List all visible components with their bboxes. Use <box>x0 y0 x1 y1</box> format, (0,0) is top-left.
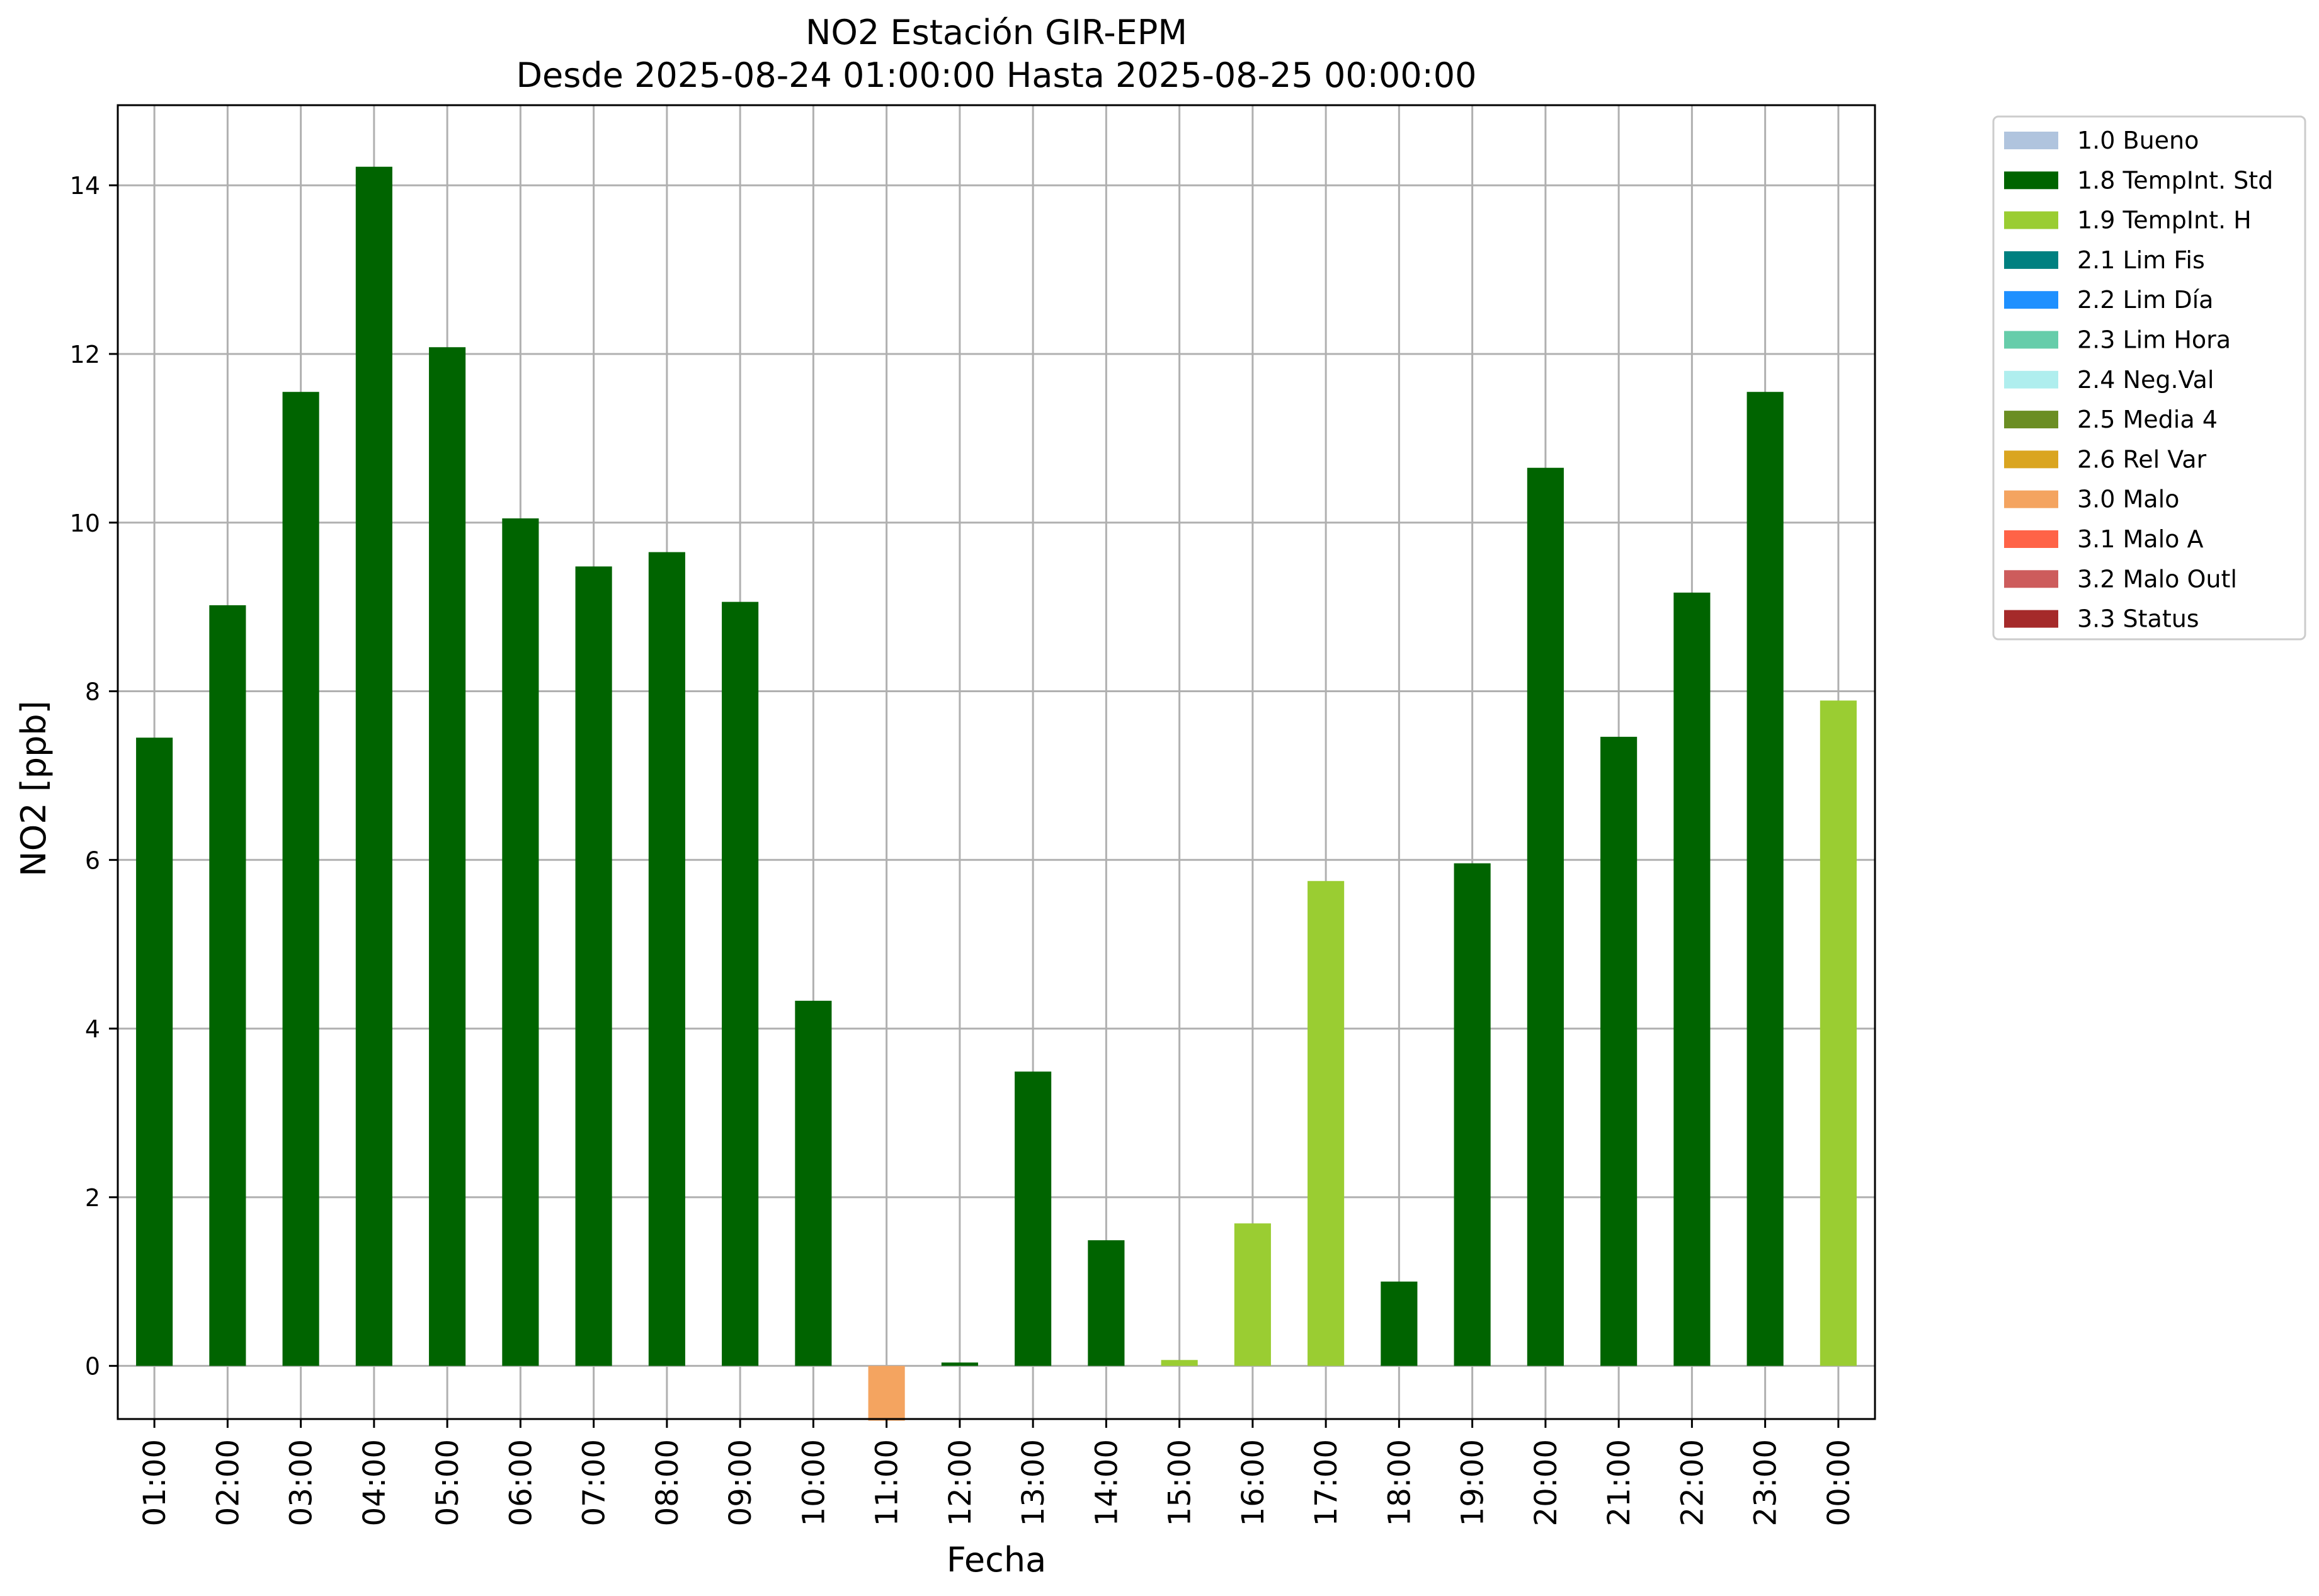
x-tick-label: 06:00 <box>503 1439 538 1526</box>
x-tick-label: 11:00 <box>870 1439 905 1526</box>
bar-0300 <box>282 392 319 1366</box>
x-tick-label: 05:00 <box>430 1439 465 1526</box>
chart-title: NO2 Estación GIR-EPM <box>806 13 1187 52</box>
legend-label: 3.2 Malo Outl <box>2077 565 2237 593</box>
bar-1600 <box>1234 1223 1271 1366</box>
y-tick-label: 14 <box>70 172 100 200</box>
bar-1100 <box>868 1365 905 1421</box>
legend-label: 1.8 TempInt. Std <box>2077 166 2273 194</box>
bar-1500 <box>1161 1360 1198 1366</box>
x-tick-label: 20:00 <box>1529 1439 1564 1526</box>
x-tick-label: 00:00 <box>1821 1439 1857 1526</box>
legend-swatch <box>2004 291 2058 309</box>
y-axis-label: NO2 [ppb] <box>14 700 54 876</box>
plot-area-frame <box>117 104 1876 1420</box>
chart-subtitle: Desde 2025-08-24 01:00:00 Hasta 2025-08-… <box>516 55 1476 95</box>
x-tick-label: 22:00 <box>1675 1439 1710 1526</box>
bar-0700 <box>575 566 612 1366</box>
legend-label: 3.1 Malo A <box>2077 525 2203 553</box>
x-tick-label: 08:00 <box>650 1439 685 1526</box>
bar-2300 <box>1746 392 1784 1366</box>
x-tick-label: 01:00 <box>137 1439 173 1526</box>
bar-1700 <box>1308 881 1345 1366</box>
bar-2000 <box>1527 467 1564 1366</box>
x-axis: 01:00 02:00 03:00 04:00 05:00 06:00 07:00 08:00… <box>137 1419 1857 1526</box>
legend-label: 1.9 TempInt. H <box>2077 207 2252 234</box>
x-tick-label: 13:00 <box>1016 1439 1051 1526</box>
y-tick-label: 4 <box>85 1015 100 1043</box>
legend-box <box>1992 115 2306 641</box>
x-tick-label: 23:00 <box>1748 1439 1784 1526</box>
x-tick-label: 02:00 <box>210 1439 246 1526</box>
legend-label: 2.4 Neg.Val <box>2077 366 2214 394</box>
legend-label: 2.1 Lim Fis <box>2077 246 2205 274</box>
x-tick-label: 17:00 <box>1309 1439 1344 1526</box>
legend-label: 2.2 Lim Día <box>2077 286 2213 314</box>
legend-label: 3.3 Status <box>2077 605 2199 633</box>
y-tick-label: 2 <box>85 1184 100 1212</box>
y-tick-label: 10 <box>70 510 100 537</box>
legend-swatch <box>2004 570 2058 588</box>
bar-0800 <box>648 552 685 1366</box>
x-tick-label: 14:00 <box>1089 1439 1124 1526</box>
bar-0600 <box>502 518 539 1366</box>
legend-swatch <box>2004 211 2058 229</box>
bar-2100 <box>1600 736 1638 1366</box>
legend-swatch <box>2004 370 2058 389</box>
y-tick-label: 0 <box>85 1353 100 1381</box>
y-tick-label: 12 <box>70 341 100 368</box>
legend-label: 2.3 Lim Hora <box>2077 326 2231 354</box>
legend-label: 2.6 Rel Var <box>2077 445 2207 473</box>
legend-swatch <box>2004 530 2058 548</box>
x-tick-label: 21:00 <box>1602 1439 1637 1526</box>
x-tick-label: 12:00 <box>943 1439 978 1526</box>
bar-1000 <box>795 1000 832 1366</box>
x-tick-label: 10:00 <box>796 1439 831 1526</box>
y-axis: 0 2 4 6 8 10 12 14 <box>70 172 118 1381</box>
x-tick-label: 09:00 <box>723 1439 758 1526</box>
bar-1800 <box>1381 1281 1418 1366</box>
bar-1900 <box>1454 863 1491 1366</box>
bars-layer <box>136 166 1857 1421</box>
bar-0900 <box>722 601 759 1366</box>
x-tick-label: 19:00 <box>1456 1439 1491 1526</box>
bar-1300 <box>1015 1071 1052 1366</box>
bar-0100 <box>136 738 173 1366</box>
legend-label: 1.0 Bueno <box>2077 127 2199 154</box>
legend-swatch <box>2004 171 2058 190</box>
y-tick-label: 6 <box>85 846 100 874</box>
legend-label: 3.0 Malo <box>2077 486 2179 513</box>
x-tick-label: 15:00 <box>1163 1439 1198 1526</box>
x-axis-label: Fecha <box>947 1540 1046 1580</box>
bar-0400 <box>355 166 392 1366</box>
y-tick-label: 8 <box>85 678 100 706</box>
legend-swatch <box>2004 331 2058 349</box>
legend-swatch <box>2004 411 2058 429</box>
legend-swatch <box>2004 251 2058 269</box>
legend-label: 2.5 Media 4 <box>2077 406 2218 433</box>
legend-swatch <box>2004 132 2058 149</box>
legend-swatch <box>2004 490 2058 508</box>
bar-0500 <box>429 347 466 1366</box>
bar-2200 <box>1673 592 1711 1366</box>
legend: 1.0 Bueno 1.8 TempInt. Std 1.9 TempInt. H 2… <box>1992 115 2306 641</box>
x-tick-label: 03:00 <box>284 1439 319 1526</box>
x-tick-label: 07:00 <box>577 1439 612 1526</box>
x-tick-label: 18:00 <box>1382 1439 1417 1526</box>
bar-0200 <box>209 605 246 1366</box>
bar-0000 <box>1820 700 1857 1366</box>
x-tick-label: 04:00 <box>357 1439 392 1526</box>
x-tick-label: 16:00 <box>1236 1439 1271 1526</box>
legend-swatch <box>2004 450 2058 469</box>
bar-1200 <box>941 1362 978 1366</box>
bar-1400 <box>1088 1240 1125 1366</box>
legend-swatch <box>2004 610 2058 628</box>
